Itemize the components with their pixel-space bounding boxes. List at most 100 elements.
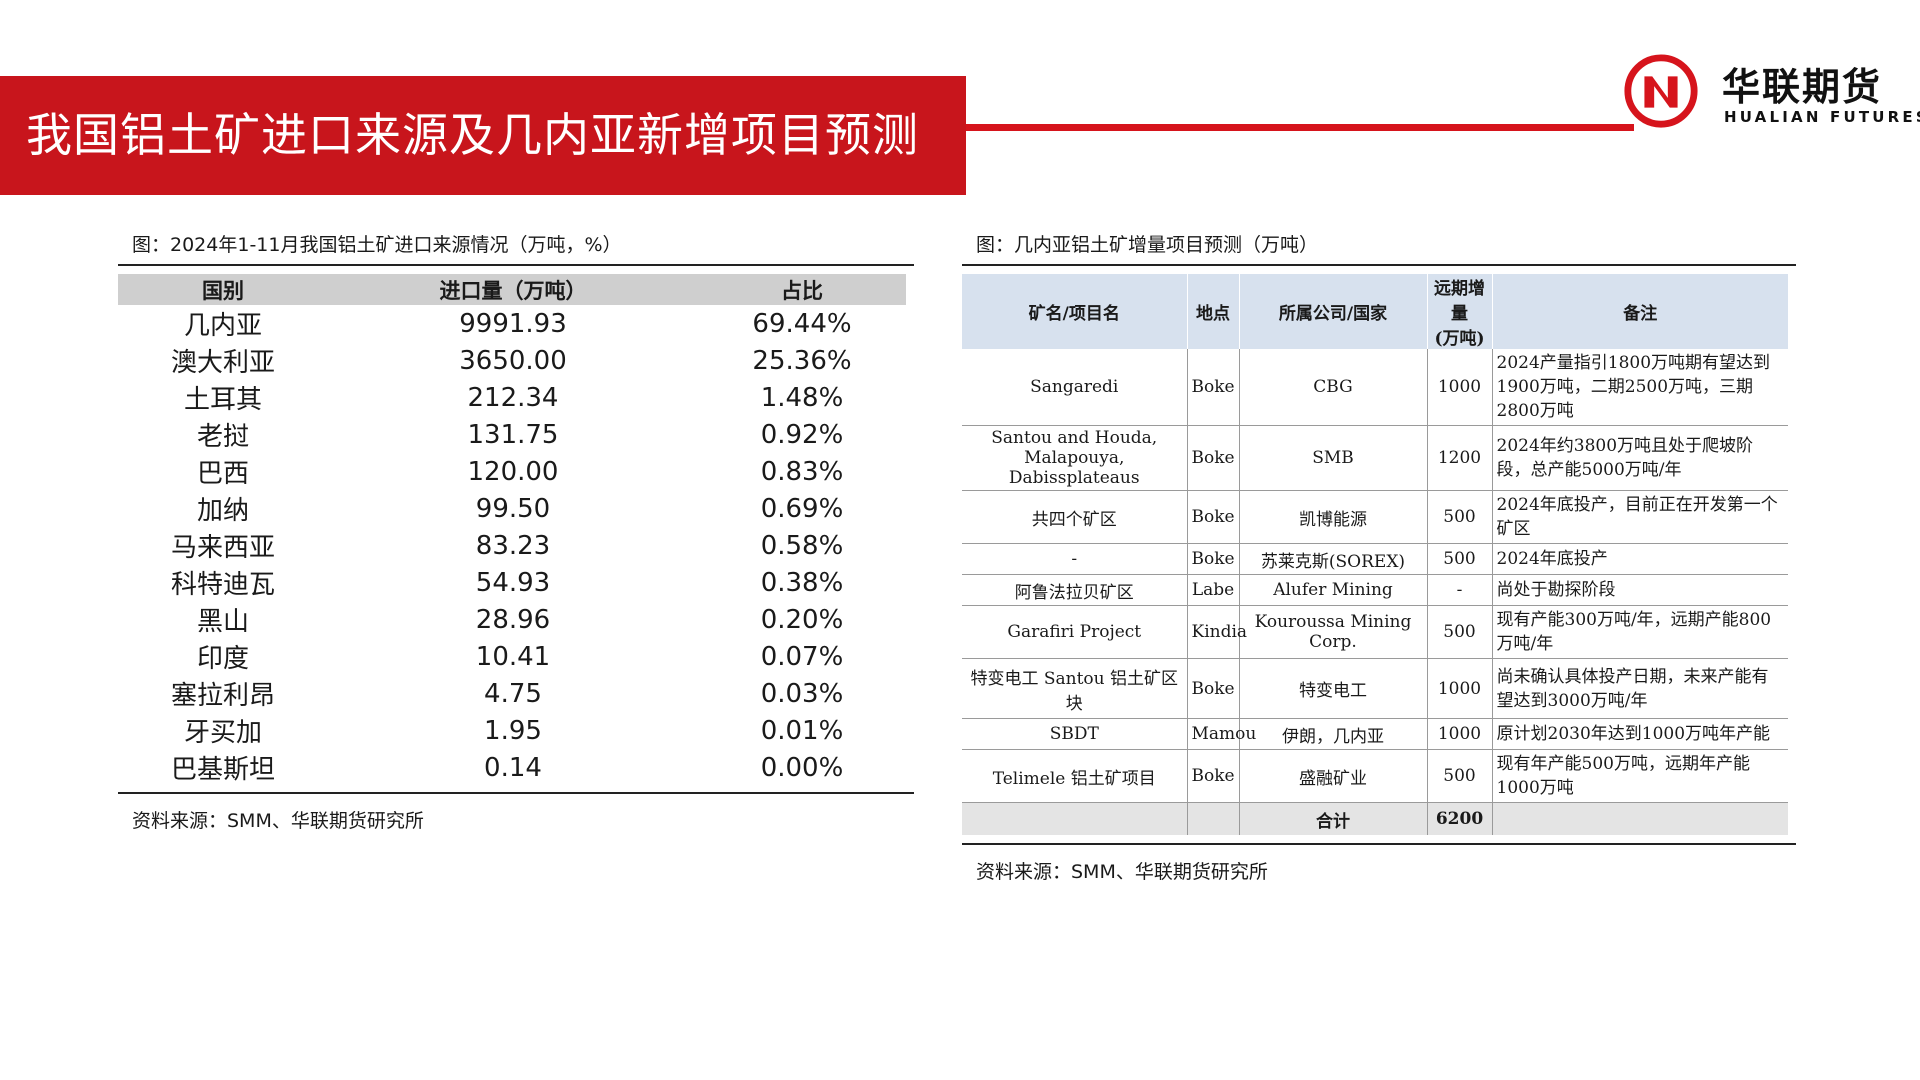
share-cell: 0.92% (760, 419, 844, 450)
share-cell: 0.38% (760, 567, 844, 598)
title-divider (966, 124, 1634, 131)
guinea-projects-table: 矿名/项目名 地点 所属公司/国家 远期增量 (万吨) 备注 Sangaredi B… (962, 274, 1788, 835)
column-header: 国别 (118, 274, 328, 305)
right-top-rule (962, 264, 1796, 266)
import-source-panel: 图：2024年1-11月我国铝土矿进口来源情况（万吨，%） 国别 进口量（万吨）… (118, 230, 914, 833)
left-bottom-rule (118, 792, 914, 794)
project-cell: Telimele 铝土矿项目 (962, 749, 1188, 803)
column-header-line: 远期增量 (1434, 279, 1485, 324)
increment-cell: 500 (1427, 749, 1493, 803)
total-row: 合计 6200 (962, 802, 1788, 835)
increment-cell: - (1427, 574, 1493, 606)
company-cell: Alufer Mining (1239, 574, 1428, 606)
table-row: SBDT Mamou 伊朗，几内亚 1000 原计划2030年达到1000万吨年产能 (962, 718, 1788, 750)
page-title: 我国铝土矿进口来源及几内亚新增项目预测 (26, 108, 919, 162)
note-cell: 尚未确认具体投产日期，未来产能有望达到3000万吨/年 (1492, 658, 1788, 719)
table-row: 加纳 99.50 0.69% (118, 490, 906, 527)
location-cell: Boke (1187, 543, 1240, 575)
left-caption: 图：2024年1-11月我国铝土矿进口来源情况（万吨，%） (132, 234, 622, 256)
column-header: 远期增量 (万吨) (1427, 274, 1493, 349)
note-cell: 尚处于勘探阶段 (1492, 574, 1788, 606)
table-row: 老挝 131.75 0.92% (118, 416, 906, 453)
project-cell: 阿鲁法拉贝矿区 (962, 574, 1188, 606)
column-header: 所属公司/国家 (1239, 274, 1428, 349)
country-cell: 马来西亚 (170, 533, 275, 563)
location-cell: Boke (1187, 658, 1240, 719)
share-cell: 0.01% (760, 715, 844, 746)
company-cell: 盛融矿业 (1239, 749, 1428, 803)
increment-cell: 1000 (1427, 658, 1493, 719)
column-header: 占比 (698, 274, 906, 305)
note-cell: 2024年约3800万吨且处于爬坡阶段，总产能5000万吨/年 (1492, 425, 1788, 491)
company-cell: Kouroussa Mining Corp. (1239, 605, 1428, 659)
increment-cell: 500 (1427, 490, 1493, 544)
table-row: Sangaredi Boke CBG 1000 2024产量指引1800万吨期有望达到1… (962, 349, 1788, 426)
country-cell: 巴基斯坦 (170, 755, 275, 785)
share-cell: 0.03% (760, 678, 844, 709)
share-cell: 0.07% (760, 641, 844, 672)
title-banner: 我国铝土矿进口来源及几内亚新增项目预测 (0, 76, 966, 195)
table-row: 科特迪瓦 54.93 0.38% (118, 564, 906, 601)
table-row: Santou and Houda, Malapouya, Dabissplate… (962, 425, 1788, 491)
table-row: 土耳其 212.34 1.48% (118, 379, 906, 416)
volume-cell: 9991.93 (459, 308, 567, 339)
volume-cell: 10.41 (475, 641, 551, 672)
increment-cell: 500 (1427, 543, 1493, 575)
table-row: 黑山 28.96 0.20% (118, 601, 906, 638)
country-cell: 黑山 (196, 607, 249, 637)
country-cell: 牙买加 (183, 718, 262, 748)
project-cell: SBDT (962, 718, 1188, 750)
country-cell: 巴西 (196, 459, 249, 489)
volume-cell: 28.96 (475, 604, 551, 635)
note-cell: 2024产量指引1800万吨期有望达到1900万吨，二期2500万吨，三期280… (1492, 349, 1788, 426)
logo-chinese-text: 华联期货 (1722, 65, 1883, 109)
share-cell: 25.36% (752, 345, 852, 376)
country-cell: 土耳其 (183, 385, 262, 415)
left-source-note: 资料来源：SMM、华联期货研究所 (132, 810, 424, 832)
location-cell: Boke (1187, 490, 1240, 544)
increment-cell: 500 (1427, 605, 1493, 659)
share-cell: 1.48% (760, 382, 844, 413)
note-cell: 现有年产能500万吨，远期年产能1000万吨 (1492, 749, 1788, 803)
right-caption: 图：几内亚铝土矿增量项目预测（万吨） (976, 234, 1319, 256)
logo-english-text: HUALIAN FUTURES (1724, 108, 1920, 126)
note-cell: 现有产能300万吨/年，远期产能800万吨/年 (1492, 605, 1788, 659)
increment-cell: 1000 (1427, 349, 1493, 426)
company-cell: 特变电工 (1239, 658, 1428, 719)
country-cell: 几内亚 (183, 311, 262, 341)
project-cell: 特变电工 Santou 铝土矿区块 (962, 658, 1188, 719)
project-cell: Santou and Houda, Malapouya, Dabissplate… (962, 425, 1188, 491)
company-cell: CBG (1239, 349, 1428, 426)
volume-cell: 0.14 (484, 752, 542, 783)
import-source-table: 国别 进口量（万吨） 占比 几内亚 9991.93 69.44% 澳大利亚 3650.… (118, 274, 906, 786)
column-header: 进口量（万吨） (328, 274, 698, 305)
table-row: 巴基斯坦 0.14 0.00% (118, 749, 906, 786)
column-header-unit: (万吨) (1434, 329, 1485, 349)
table-row: 阿鲁法拉贝矿区 Labe Alufer Mining - 尚处于勘探阶段 (962, 574, 1788, 606)
share-cell: 0.58% (760, 530, 844, 561)
right-bottom-rule (962, 843, 1796, 845)
share-cell: 0.00% (760, 752, 844, 783)
volume-cell: 120.00 (467, 456, 559, 487)
country-cell: 加纳 (196, 496, 249, 526)
table-row: 特变电工 Santou 铝土矿区块 Boke 特变电工 1000 尚未确认具体投产日期，… (962, 658, 1788, 719)
increment-cell: 1000 (1427, 718, 1493, 750)
volume-cell: 131.75 (467, 419, 559, 450)
country-cell: 澳大利亚 (170, 348, 275, 378)
volume-cell: 4.75 (484, 678, 542, 709)
country-cell: 科特迪瓦 (170, 570, 275, 600)
note-cell: 原计划2030年达到1000万吨年产能 (1492, 718, 1788, 750)
share-cell: 0.20% (760, 604, 844, 635)
company-cell: 凯博能源 (1239, 490, 1428, 544)
volume-cell: 1.95 (484, 715, 542, 746)
column-header: 备注 (1492, 274, 1788, 349)
table-row: 马来西亚 83.23 0.58% (118, 527, 906, 564)
table-row: 巴西 120.00 0.83% (118, 453, 906, 490)
company-cell: 苏莱克斯(SOREX) (1239, 543, 1428, 575)
right-source-note: 资料来源：SMM、华联期货研究所 (976, 861, 1268, 883)
table-row: 共四个矿区 Boke 凯博能源 500 2024年底投产，目前正在开发第一个矿区 (962, 490, 1788, 544)
total-label-cell: 合计 (1239, 802, 1428, 835)
share-cell: 69.44% (752, 308, 852, 339)
country-cell: 老挝 (196, 422, 249, 452)
total-blank-cell (1492, 802, 1788, 835)
